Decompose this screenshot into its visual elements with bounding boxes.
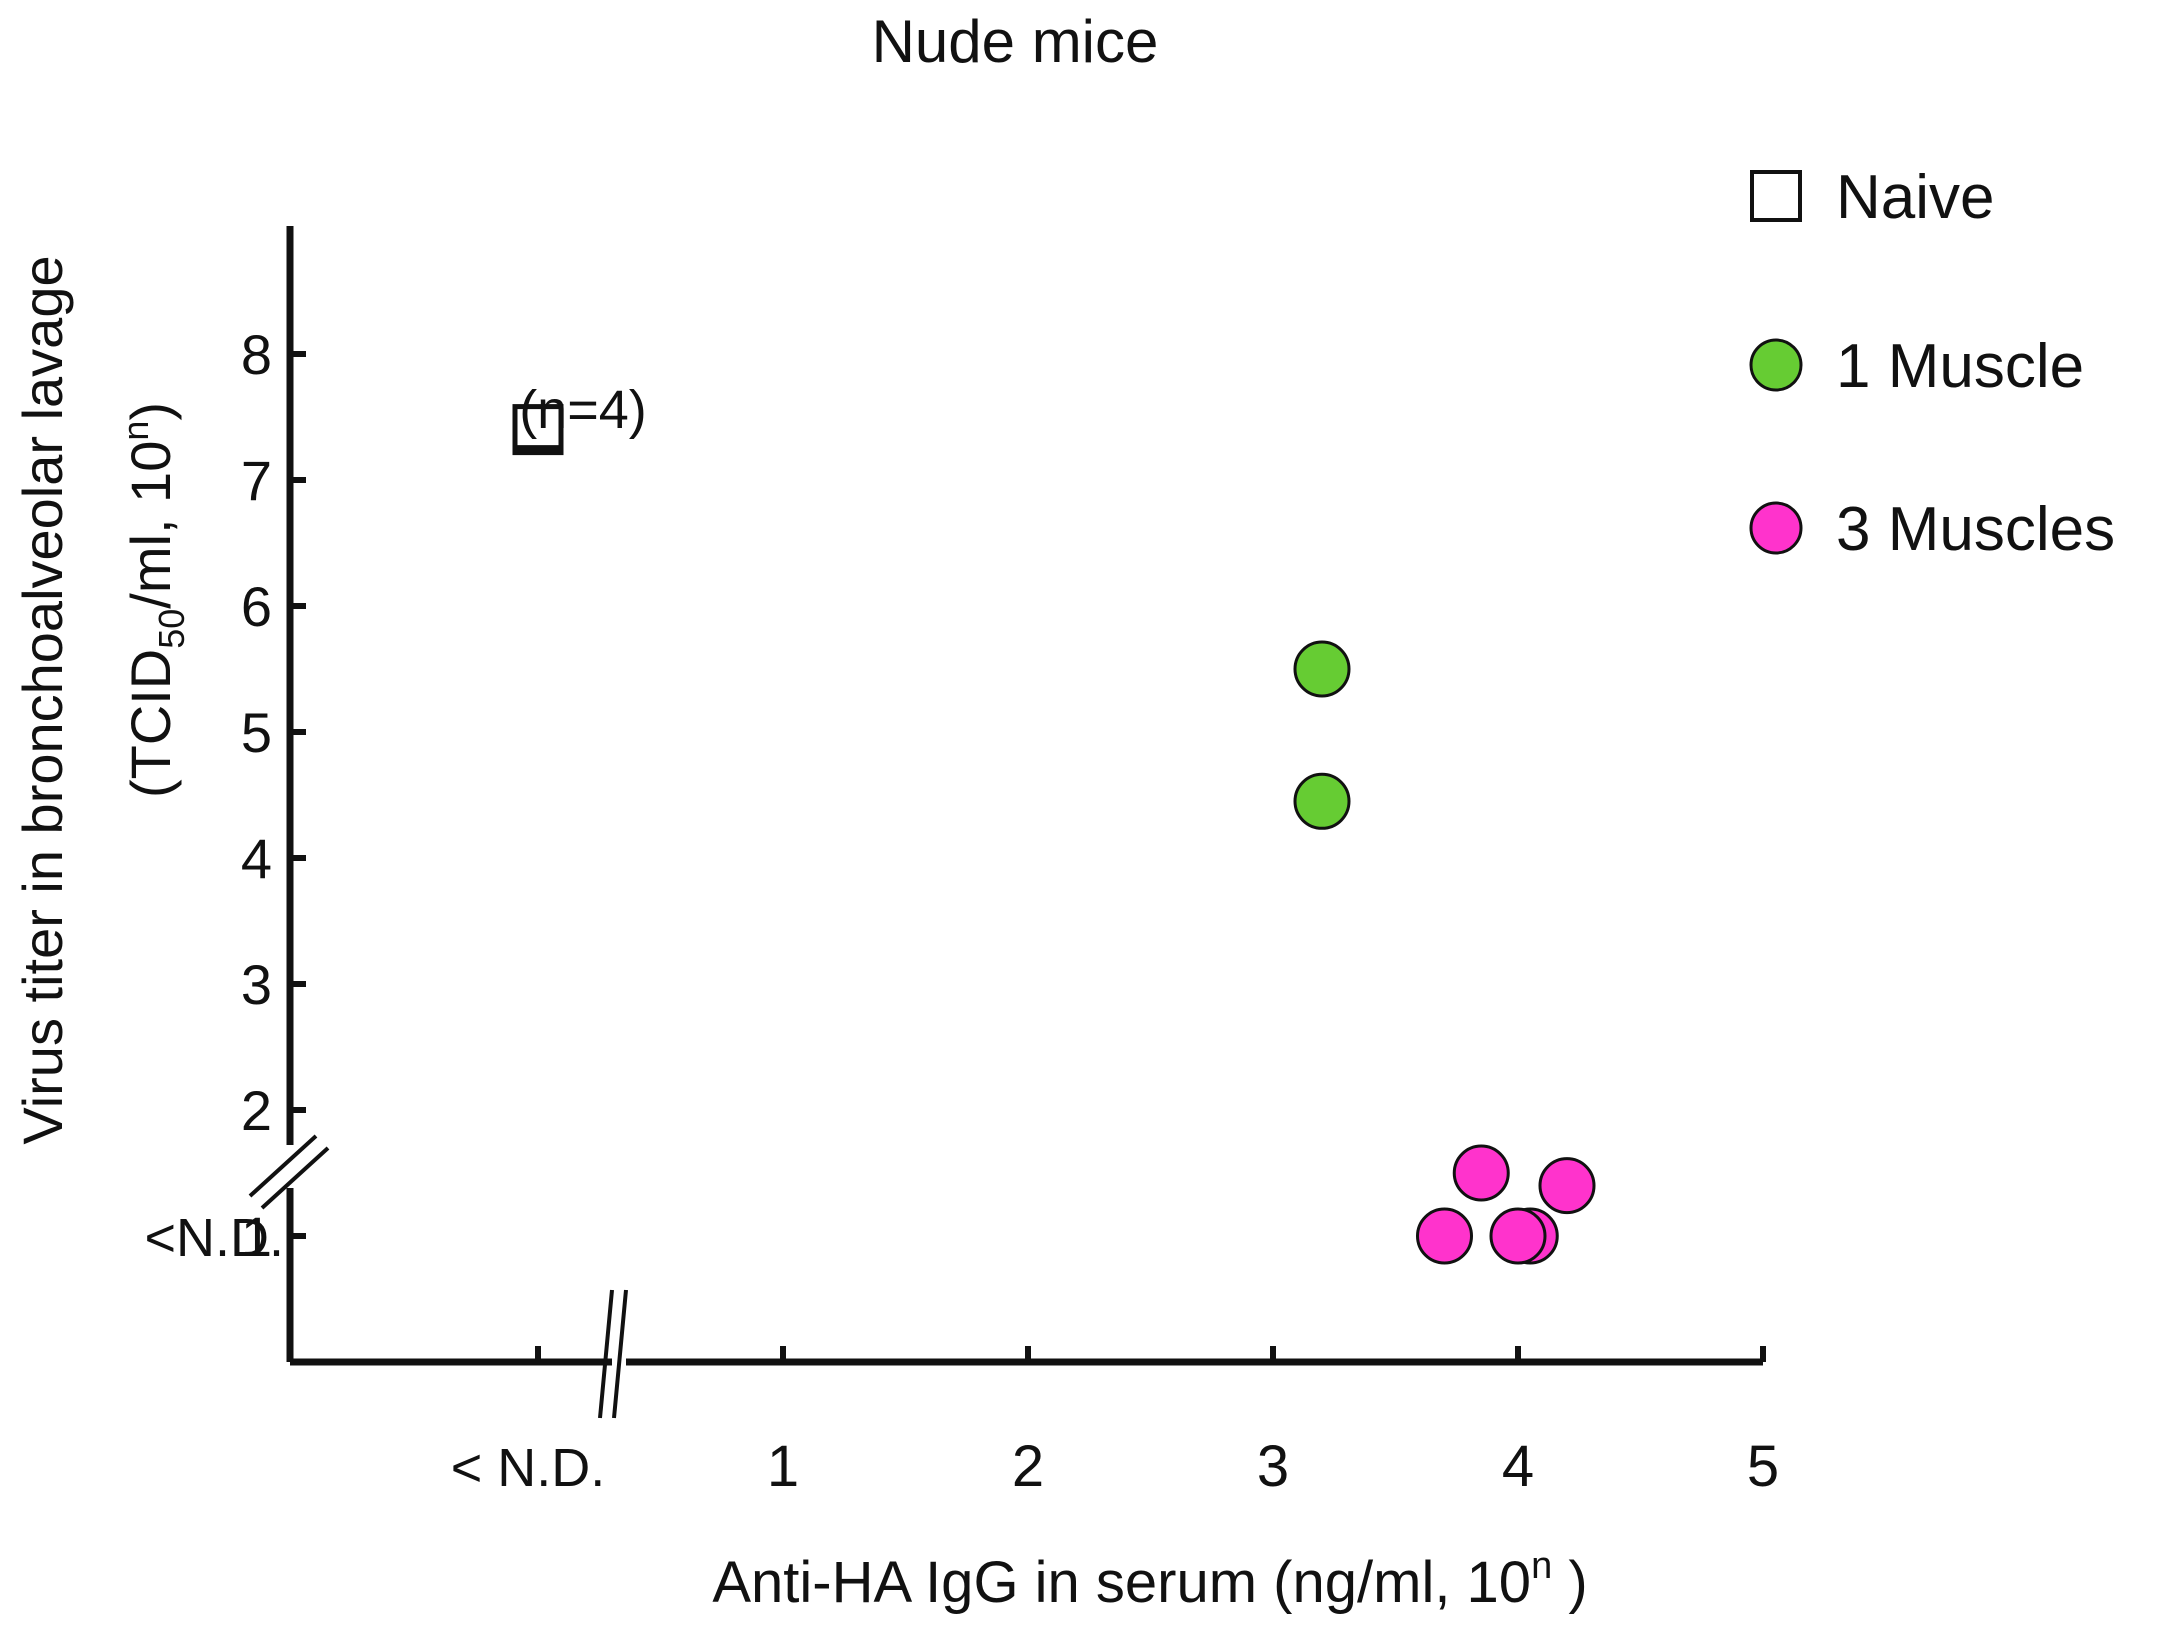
3-muscles-point (1416, 1207, 1473, 1265)
y-axis-label: Virus titer in bronchoalveolar lavage (11, 255, 74, 1144)
legend-label: Naive (1836, 163, 1995, 232)
y-tick-label: 1 (241, 1205, 272, 1268)
legend-marker-1-muscle (1749, 338, 1803, 392)
3-muscles-point (1452, 1144, 1510, 1202)
x-tick-label: 4 (1502, 1434, 1534, 1499)
naive-point (512, 404, 564, 456)
3-muscles-point (1538, 1157, 1596, 1215)
1-muscle-point (1293, 772, 1351, 830)
x-tick-label-nd: < N.D. (451, 1438, 606, 1498)
y-ticks: 1 2 3 4 5 6 7 8 <N.D. (144, 323, 306, 1268)
legend-label: 3 Muscles (1836, 495, 2115, 564)
3-muscles-point (1489, 1207, 1547, 1265)
x-ticks: < N.D. 1 2 3 4 5 (451, 1346, 1779, 1499)
x-tick-label: 1 (767, 1434, 799, 1499)
y-axis-break (248, 1134, 330, 1210)
x-tick-label: 2 (1012, 1434, 1044, 1499)
chart-title: Nude mice (872, 8, 1159, 75)
x-tick-label: 3 (1257, 1434, 1289, 1499)
legend-label: 1 Muscle (1836, 332, 2084, 401)
y-axis-label-line1: Virus titer in bronchoalveolar lavage (11, 255, 74, 1144)
legend: Naive 1 Muscle 3 Muscles (1749, 163, 2115, 564)
y-axis-label-line2: (TCID50/ml, 10n) (115, 402, 192, 798)
y-tick-label: 4 (241, 827, 272, 890)
naive-n-annotation: (n=4) (519, 380, 647, 440)
y-tick-label: 6 (241, 575, 272, 638)
legend-marker-naive (1750, 170, 1802, 222)
y-tick-label-nd: <N.D. (144, 1208, 284, 1268)
y-tick-label: 5 (241, 701, 272, 764)
y-tick-label: 8 (241, 323, 272, 386)
y-tick-label: 2 (241, 1079, 272, 1142)
y-tick-label: 3 (241, 953, 272, 1016)
1-muscle-point (1293, 640, 1351, 698)
y-tick-label: 7 (241, 449, 272, 512)
x-axis-label: Anti-HA IgG in serum (ng/ml, 10n ) (712, 1545, 1587, 1615)
axes (286, 226, 1763, 1366)
x-tick-label: 5 (1747, 1434, 1779, 1499)
data-points (512, 404, 1596, 1265)
x-axis-break (598, 1289, 628, 1419)
legend-marker-3-muscles (1749, 501, 1803, 555)
y-axis-label-units: (TCID50/ml, 10n) (115, 402, 192, 798)
